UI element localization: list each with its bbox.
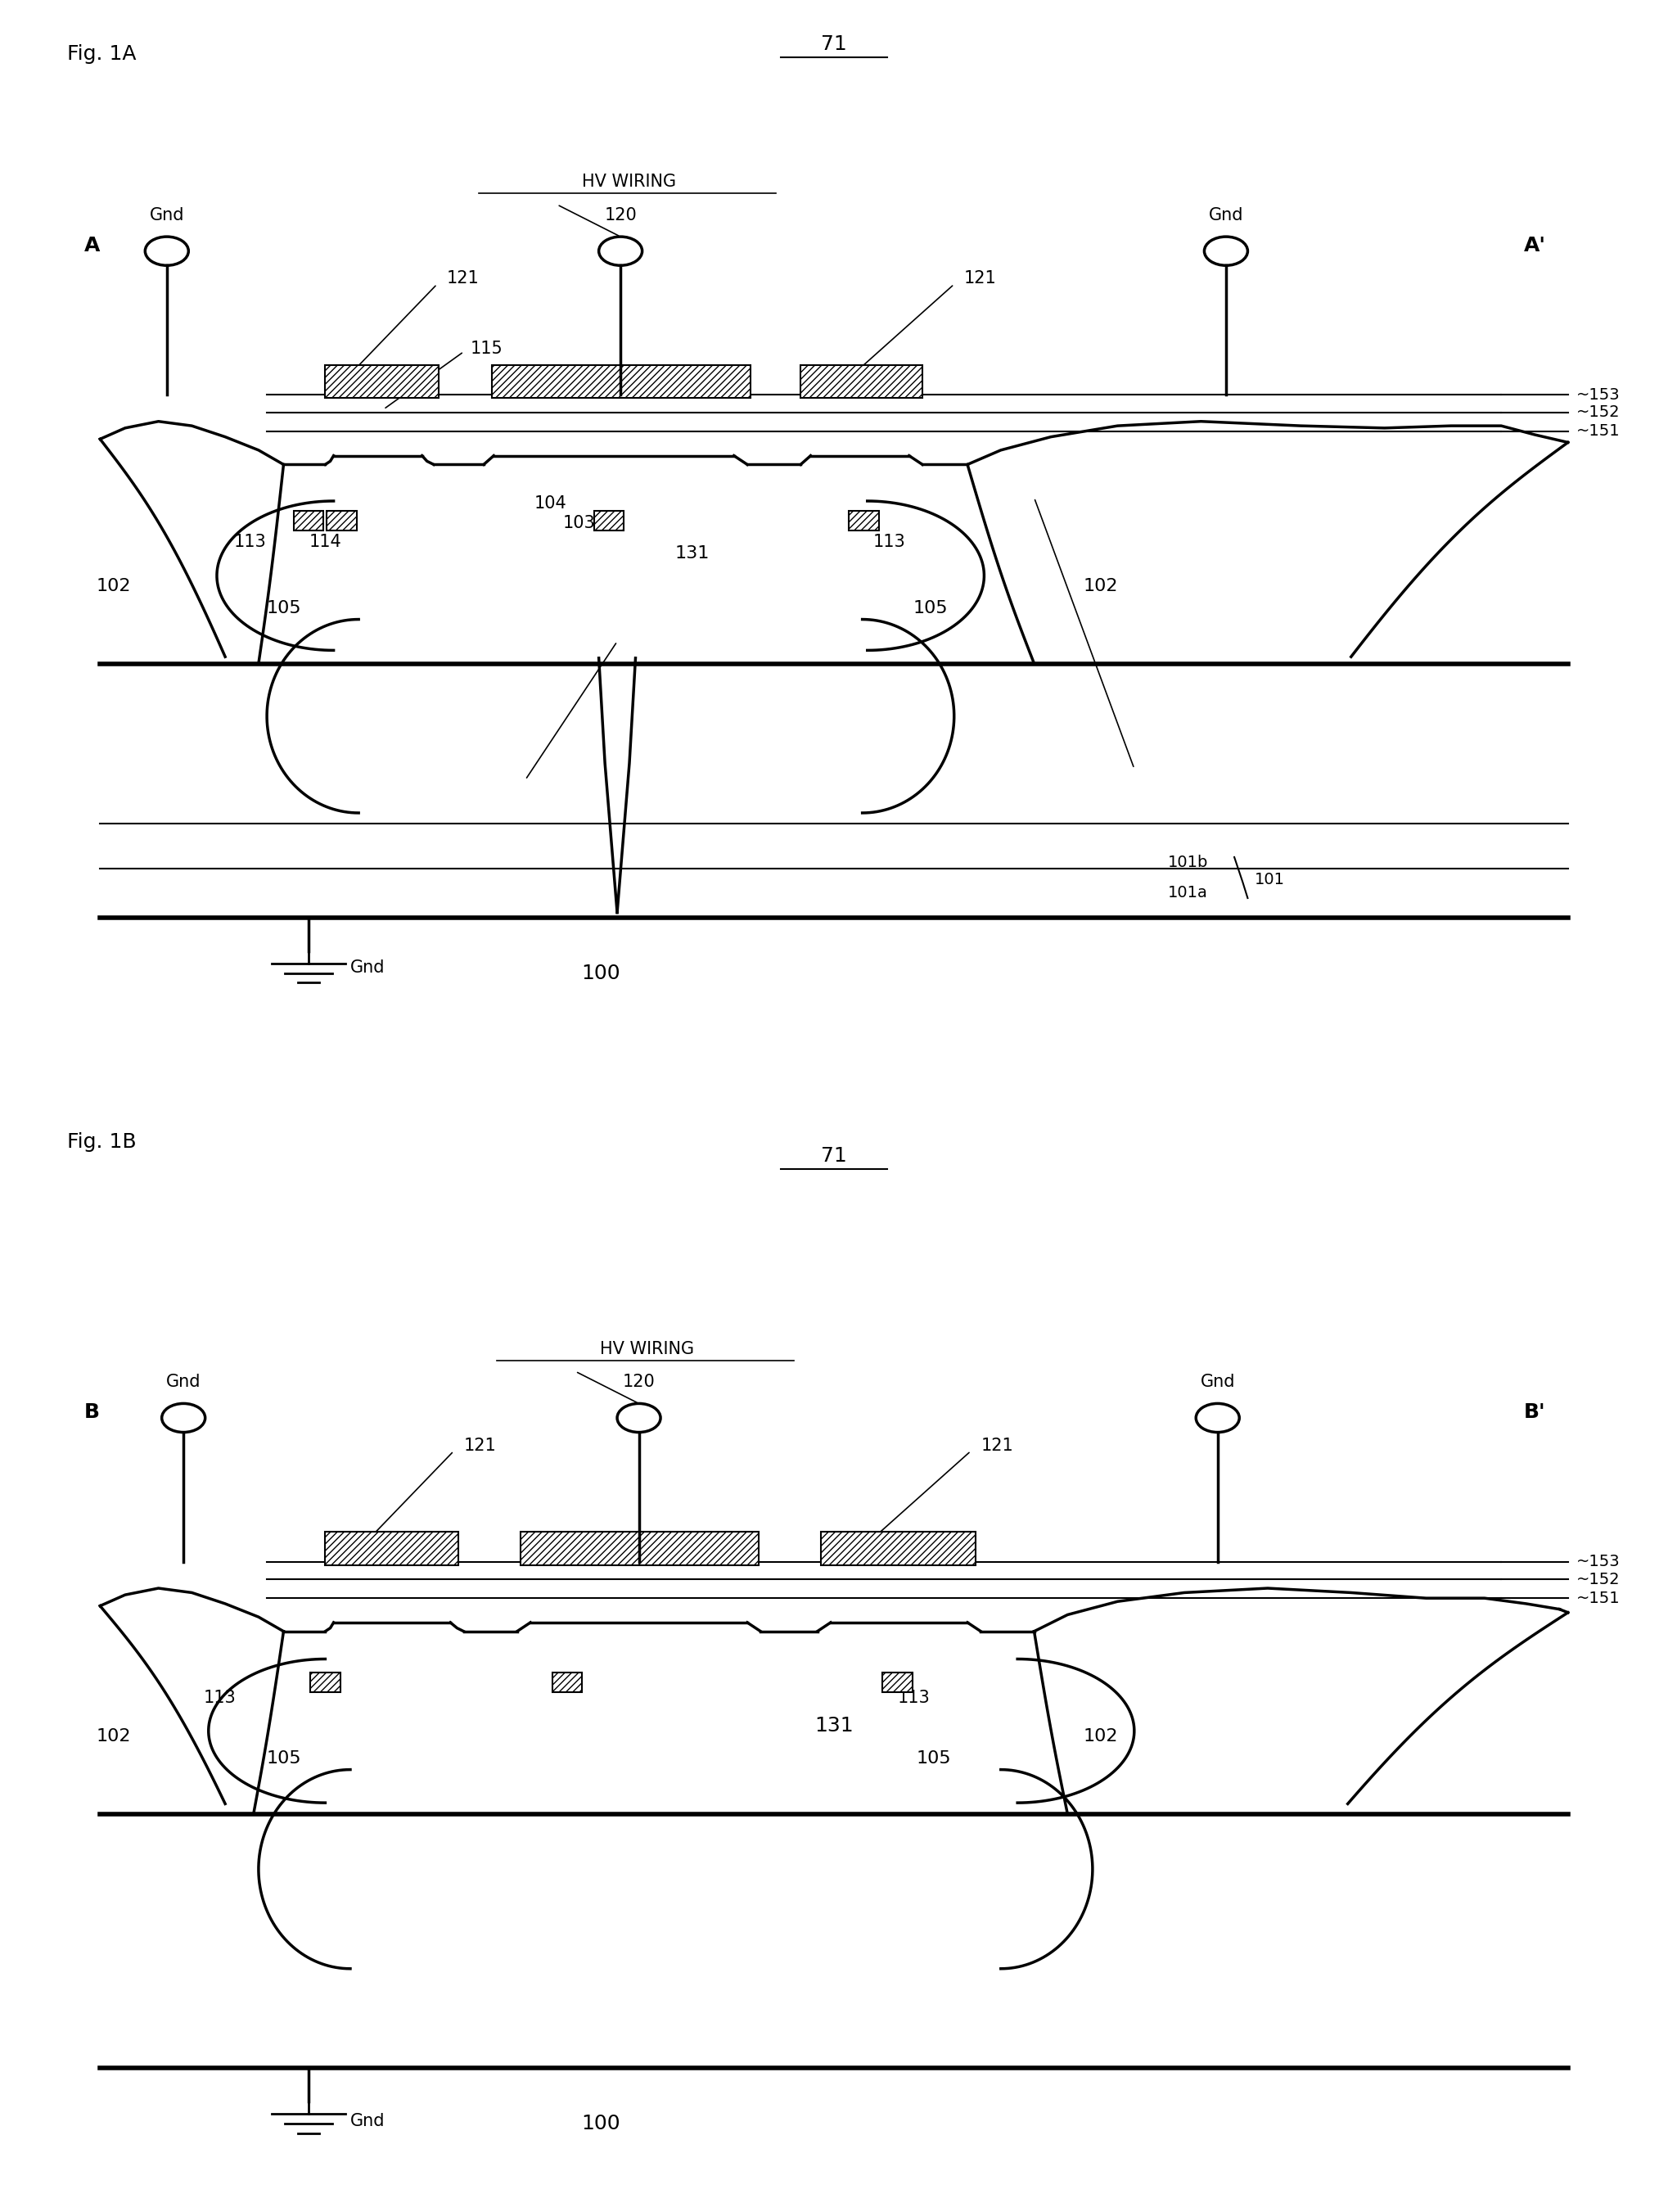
Text: HV WIRING: HV WIRING — [582, 175, 676, 190]
Bar — [552, 1672, 582, 1692]
Text: 102: 102 — [1084, 577, 1118, 595]
Bar — [327, 511, 357, 531]
Bar — [520, 1531, 759, 1566]
Text: 71: 71 — [821, 1146, 847, 1166]
Text: 131: 131 — [814, 1717, 854, 1734]
Text: 102: 102 — [1084, 1728, 1118, 1745]
Text: B: B — [83, 1402, 100, 1422]
Text: 101: 101 — [1254, 872, 1284, 887]
Text: Gnd: Gnd — [350, 960, 385, 975]
Text: ~153: ~153 — [1576, 1553, 1620, 1571]
Bar — [594, 511, 624, 531]
Bar — [821, 1531, 976, 1566]
Bar — [327, 511, 357, 531]
Bar — [882, 1672, 912, 1692]
Text: 103: 103 — [562, 515, 595, 531]
Text: 121: 121 — [981, 1438, 1014, 1453]
Text: ~153: ~153 — [1576, 387, 1620, 403]
Bar — [552, 1672, 582, 1692]
Text: Gnd: Gnd — [167, 1374, 200, 1389]
Text: 131: 131 — [676, 544, 709, 562]
Text: ~152: ~152 — [1576, 1571, 1620, 1588]
Bar — [294, 511, 324, 531]
Bar — [520, 1531, 759, 1566]
Bar — [325, 1531, 459, 1566]
Bar — [310, 1672, 340, 1692]
Text: 120: 120 — [622, 1374, 656, 1389]
Text: Gnd: Gnd — [150, 208, 183, 223]
Text: 121: 121 — [964, 270, 997, 288]
Text: ~151: ~151 — [1576, 1590, 1620, 1606]
Text: 102: 102 — [97, 577, 130, 595]
Bar — [492, 365, 751, 398]
Text: HV WIRING: HV WIRING — [600, 1340, 694, 1356]
Text: 100: 100 — [580, 964, 620, 982]
Text: ~152: ~152 — [1576, 405, 1620, 420]
Text: 114: 114 — [309, 533, 342, 551]
Text: 113: 113 — [897, 1690, 931, 1705]
Bar — [325, 365, 439, 398]
Bar — [849, 511, 879, 531]
Bar — [325, 365, 439, 398]
Text: 113: 113 — [203, 1690, 237, 1705]
Text: 104: 104 — [534, 495, 567, 511]
Bar — [849, 511, 879, 531]
Text: 121: 121 — [447, 270, 480, 288]
Text: A: A — [83, 237, 100, 254]
Text: 113: 113 — [234, 533, 267, 551]
Text: Gnd: Gnd — [1201, 1374, 1234, 1389]
Text: 105: 105 — [267, 599, 300, 617]
Bar — [310, 1672, 340, 1692]
Bar — [821, 1531, 976, 1566]
Text: ~151: ~151 — [1576, 422, 1620, 440]
Text: Gnd: Gnd — [350, 2112, 385, 2130]
Text: 120: 120 — [604, 208, 637, 223]
Bar — [801, 365, 922, 398]
Text: 105: 105 — [267, 1750, 300, 1767]
Text: 115: 115 — [470, 341, 504, 356]
Bar — [882, 1672, 912, 1692]
Text: 113: 113 — [872, 533, 906, 551]
Text: B': B' — [1523, 1402, 1546, 1422]
Bar — [492, 365, 751, 398]
Text: 105: 105 — [914, 599, 947, 617]
Text: Fig. 1B: Fig. 1B — [67, 1133, 137, 1152]
Text: Gnd: Gnd — [1209, 208, 1243, 223]
Text: 100: 100 — [580, 2115, 620, 2132]
Text: 101b: 101b — [1168, 854, 1208, 872]
Bar — [801, 365, 922, 398]
Text: A': A' — [1523, 237, 1546, 254]
Text: 71: 71 — [821, 35, 847, 53]
Text: 105: 105 — [917, 1750, 951, 1767]
Text: Fig. 1A: Fig. 1A — [67, 44, 135, 64]
Text: 102: 102 — [97, 1728, 130, 1745]
Text: 121: 121 — [464, 1438, 497, 1453]
Bar — [325, 1531, 459, 1566]
Bar — [594, 511, 624, 531]
Text: 101a: 101a — [1168, 885, 1208, 900]
Bar — [294, 511, 324, 531]
